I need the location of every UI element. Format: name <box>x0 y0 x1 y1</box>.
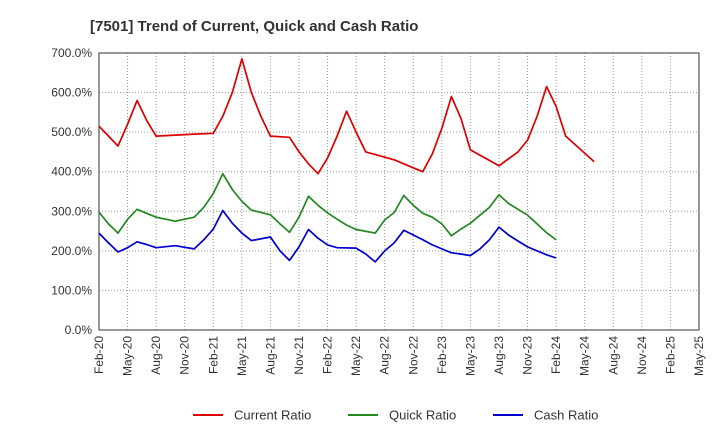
series-line <box>98 58 595 175</box>
series-line <box>98 209 557 263</box>
x-tick-label: Feb-20 <box>92 336 106 374</box>
x-tick-label: May-22 <box>349 336 363 376</box>
y-axis: 0.0% 100.0% 200.0% 300.0% 400.0% 500.0% 600.0%… <box>51 46 92 337</box>
y-tick-label: 100.0% <box>51 283 92 297</box>
x-tick-label: Nov-24 <box>635 336 649 375</box>
x-tick-label: May-20 <box>121 336 135 376</box>
x-tick-label: Feb-23 <box>435 336 449 374</box>
x-tick-label: Feb-24 <box>549 336 563 374</box>
chart-title: [7501] Trend of Current, Quick and Cash … <box>90 18 418 35</box>
y-tick-label: 700.0% <box>51 46 92 60</box>
legend-label: Cash Ratio <box>534 408 598 423</box>
x-axis: Feb-20 May-20 Aug-20 Nov-20 Feb-21 May-21 Aug-… <box>92 336 706 376</box>
x-tick-label: Aug-21 <box>263 336 277 375</box>
plot-frame <box>98 52 700 331</box>
y-tick-label: 200.0% <box>51 244 92 258</box>
x-tick-label: May-23 <box>463 336 477 376</box>
x-tick-label: Feb-25 <box>663 336 677 374</box>
legend: Current Ratio Quick Ratio Cash Ratio <box>193 408 598 423</box>
x-tick-label: May-25 <box>692 336 706 376</box>
x-tick-label: Nov-21 <box>292 336 306 375</box>
series-line <box>98 172 557 241</box>
x-tick-label: Aug-23 <box>492 336 506 375</box>
x-tick-label: Aug-20 <box>149 336 163 375</box>
x-tick-label: May-21 <box>235 336 249 376</box>
x-tick-label: Nov-23 <box>521 336 535 375</box>
y-tick-label: 600.0% <box>51 86 92 100</box>
x-tick-label: Nov-20 <box>178 336 192 375</box>
x-tick-label: Feb-22 <box>321 336 335 374</box>
y-tick-label: 500.0% <box>51 125 92 139</box>
legend-label: Quick Ratio <box>389 408 456 423</box>
legend-label: Current Ratio <box>234 408 311 423</box>
grid <box>98 52 700 331</box>
series-lines <box>98 58 595 263</box>
y-tick-label: 300.0% <box>51 204 92 218</box>
x-tick-label: Feb-21 <box>206 336 220 374</box>
x-tick-label: May-24 <box>578 336 592 376</box>
x-tick-label: Nov-22 <box>406 336 420 375</box>
y-tick-label: 400.0% <box>51 165 92 179</box>
x-tick-label: Aug-22 <box>378 336 392 375</box>
x-tick-label: Aug-24 <box>606 336 620 375</box>
y-tick-label: 0.0% <box>65 323 93 337</box>
